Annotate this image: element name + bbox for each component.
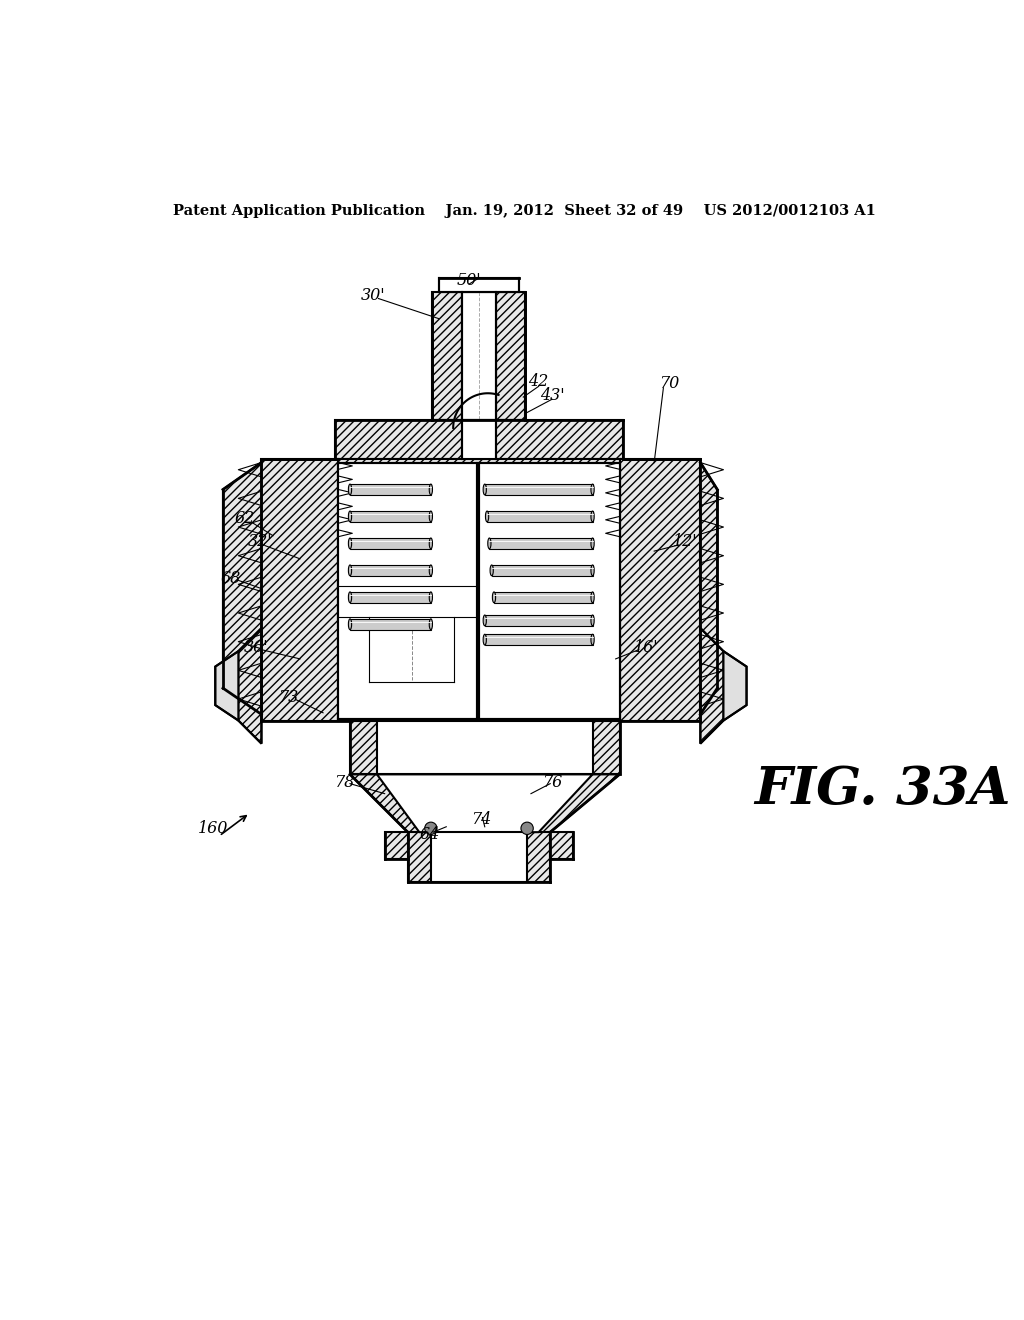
Polygon shape — [339, 459, 620, 721]
Polygon shape — [550, 832, 573, 859]
Ellipse shape — [348, 565, 351, 576]
Text: 50': 50' — [457, 272, 481, 289]
Polygon shape — [462, 420, 496, 459]
Circle shape — [425, 822, 437, 834]
Ellipse shape — [348, 619, 351, 630]
Ellipse shape — [591, 511, 594, 521]
Polygon shape — [462, 292, 496, 420]
Ellipse shape — [591, 615, 594, 626]
Text: 76: 76 — [543, 774, 562, 791]
Polygon shape — [496, 292, 524, 420]
Polygon shape — [438, 277, 518, 292]
Polygon shape — [385, 832, 408, 859]
Ellipse shape — [493, 591, 496, 603]
Text: 36': 36' — [244, 639, 268, 656]
Text: 78: 78 — [335, 774, 354, 791]
Text: 42: 42 — [528, 374, 549, 391]
Text: 12': 12' — [673, 533, 697, 550]
Ellipse shape — [348, 484, 351, 495]
Text: 43': 43' — [541, 387, 565, 404]
Ellipse shape — [348, 591, 351, 603]
Bar — [350, 619, 431, 630]
Bar — [494, 591, 593, 603]
Text: FIG. 33A: FIG. 33A — [755, 764, 1011, 816]
Ellipse shape — [429, 619, 432, 630]
Bar — [350, 511, 431, 521]
Text: 30': 30' — [360, 286, 385, 304]
Polygon shape — [335, 420, 624, 459]
Ellipse shape — [591, 635, 594, 645]
Text: 62: 62 — [234, 511, 255, 527]
Ellipse shape — [348, 511, 351, 521]
Text: 64: 64 — [419, 826, 439, 843]
Ellipse shape — [490, 565, 494, 576]
Polygon shape — [620, 459, 700, 721]
Ellipse shape — [591, 539, 594, 549]
Bar — [350, 591, 431, 603]
Polygon shape — [239, 628, 261, 743]
Ellipse shape — [429, 591, 432, 603]
Text: 68: 68 — [220, 569, 241, 586]
Bar — [487, 511, 593, 521]
Bar — [350, 539, 431, 549]
Text: 16': 16' — [634, 639, 658, 656]
Ellipse shape — [485, 511, 488, 521]
Ellipse shape — [348, 539, 351, 549]
Ellipse shape — [483, 635, 486, 645]
Polygon shape — [350, 775, 620, 832]
Text: 74: 74 — [471, 810, 492, 828]
Bar — [350, 484, 431, 495]
Polygon shape — [377, 775, 593, 832]
Polygon shape — [261, 459, 339, 721]
Polygon shape — [700, 462, 717, 714]
Ellipse shape — [429, 565, 432, 576]
Polygon shape — [408, 832, 550, 882]
Bar — [484, 484, 593, 495]
Polygon shape — [431, 832, 527, 882]
Bar — [492, 565, 593, 576]
Polygon shape — [215, 651, 239, 721]
Ellipse shape — [483, 615, 486, 626]
Ellipse shape — [591, 565, 594, 576]
Ellipse shape — [591, 591, 594, 603]
Polygon shape — [223, 462, 261, 714]
Polygon shape — [377, 721, 593, 775]
Text: 70: 70 — [659, 375, 680, 392]
Bar — [350, 565, 431, 576]
Bar — [484, 635, 593, 645]
Text: 160: 160 — [198, 820, 228, 837]
Ellipse shape — [483, 484, 486, 495]
Polygon shape — [700, 628, 724, 743]
Polygon shape — [350, 721, 620, 775]
Polygon shape — [339, 462, 477, 719]
Ellipse shape — [591, 484, 594, 495]
Ellipse shape — [487, 539, 490, 549]
Text: Patent Application Publication    Jan. 19, 2012  Sheet 32 of 49    US 2012/00121: Patent Application Publication Jan. 19, … — [173, 203, 877, 218]
Polygon shape — [432, 292, 462, 420]
Text: 32': 32' — [248, 533, 272, 550]
Text: 73: 73 — [279, 689, 299, 706]
Bar — [484, 615, 593, 626]
Bar — [489, 539, 593, 549]
Polygon shape — [724, 651, 746, 721]
Circle shape — [521, 822, 534, 834]
Ellipse shape — [429, 511, 432, 521]
Ellipse shape — [429, 484, 432, 495]
Polygon shape — [478, 462, 620, 719]
Ellipse shape — [429, 539, 432, 549]
